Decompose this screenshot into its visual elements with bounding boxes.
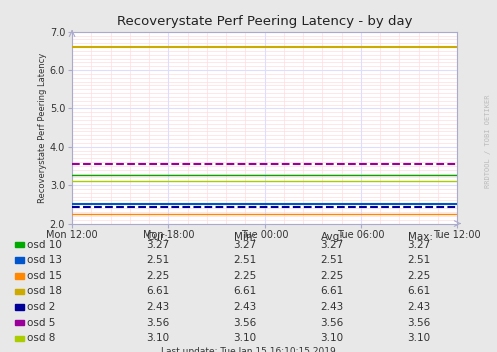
Text: RRDTOOL / TOBI OETIKER: RRDTOOL / TOBI OETIKER: [485, 94, 491, 188]
Text: 2.51: 2.51: [321, 255, 344, 265]
Text: 3.27: 3.27: [147, 239, 170, 250]
Text: 6.61: 6.61: [234, 287, 257, 296]
Text: Last update: Tue Jan 15 16:10:15 2019: Last update: Tue Jan 15 16:10:15 2019: [161, 347, 336, 352]
Text: 3.56: 3.56: [321, 318, 344, 328]
Title: Recoverystate Perf Peering Latency - by day: Recoverystate Perf Peering Latency - by …: [117, 15, 413, 28]
Bar: [15, 304, 24, 310]
Text: 6.61: 6.61: [147, 287, 170, 296]
Text: Min:: Min:: [234, 232, 256, 242]
Bar: [15, 273, 24, 278]
Text: 2.51: 2.51: [234, 255, 257, 265]
Text: 3.10: 3.10: [147, 333, 170, 343]
Text: osd 2: osd 2: [27, 302, 56, 312]
Text: 3.56: 3.56: [408, 318, 431, 328]
Text: 2.25: 2.25: [408, 271, 431, 281]
Text: 2.43: 2.43: [147, 302, 170, 312]
Text: 6.61: 6.61: [408, 287, 431, 296]
Text: osd 15: osd 15: [27, 271, 62, 281]
Text: osd 10: osd 10: [27, 239, 62, 250]
Bar: [15, 257, 24, 263]
Bar: [15, 242, 24, 247]
Text: 3.27: 3.27: [408, 239, 431, 250]
Text: 3.27: 3.27: [321, 239, 344, 250]
Text: 2.43: 2.43: [321, 302, 344, 312]
Text: 2.25: 2.25: [234, 271, 257, 281]
Text: Avg:: Avg:: [321, 232, 343, 242]
Text: 3.10: 3.10: [234, 333, 257, 343]
Text: 2.25: 2.25: [147, 271, 170, 281]
Bar: [15, 289, 24, 294]
Text: osd 5: osd 5: [27, 318, 56, 328]
Text: 2.25: 2.25: [321, 271, 344, 281]
Bar: [15, 335, 24, 341]
Text: Cur:: Cur:: [147, 232, 168, 242]
Y-axis label: Recoverystate Perf Peering Latency: Recoverystate Perf Peering Latency: [38, 52, 47, 203]
Text: 2.43: 2.43: [234, 302, 257, 312]
Text: 3.56: 3.56: [234, 318, 257, 328]
Text: 6.61: 6.61: [321, 287, 344, 296]
Text: 2.51: 2.51: [408, 255, 431, 265]
Text: 3.10: 3.10: [321, 333, 344, 343]
Text: osd 18: osd 18: [27, 287, 62, 296]
Text: osd 13: osd 13: [27, 255, 62, 265]
Text: 2.43: 2.43: [408, 302, 431, 312]
Text: Max:: Max:: [408, 232, 432, 242]
Text: osd 8: osd 8: [27, 333, 56, 343]
Text: 2.51: 2.51: [147, 255, 170, 265]
Text: 3.56: 3.56: [147, 318, 170, 328]
Bar: [15, 320, 24, 325]
Text: 3.10: 3.10: [408, 333, 431, 343]
Text: 3.27: 3.27: [234, 239, 257, 250]
